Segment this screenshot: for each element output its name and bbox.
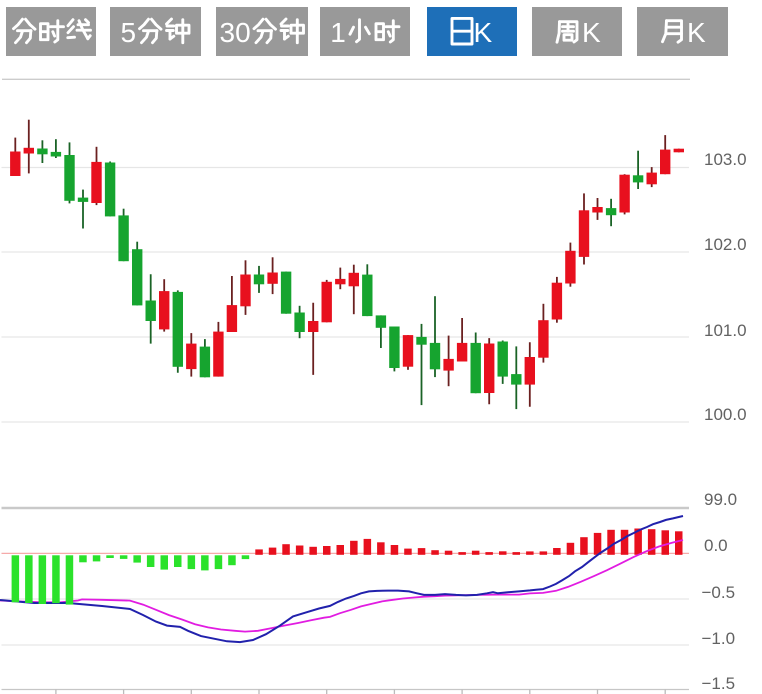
svg-text:5: 5 [121,17,137,48]
svg-text:−0.5: −0.5 [702,583,736,602]
svg-text:−1.0: −1.0 [702,629,736,648]
svg-text:K: K [474,17,493,48]
svg-text:−1.5: −1.5 [702,674,736,693]
svg-text:1: 1 [330,17,346,48]
svg-text:103.0: 103.0 [704,150,747,169]
svg-text:101.0: 101.0 [704,321,747,340]
svg-text:99.0: 99.0 [704,490,737,509]
svg-text:100.0: 100.0 [704,405,747,424]
svg-text:30: 30 [220,17,251,48]
svg-text:K: K [687,17,706,48]
svg-text:0.0: 0.0 [704,536,728,555]
svg-text:K: K [582,17,601,48]
svg-text:102.0: 102.0 [704,235,747,254]
